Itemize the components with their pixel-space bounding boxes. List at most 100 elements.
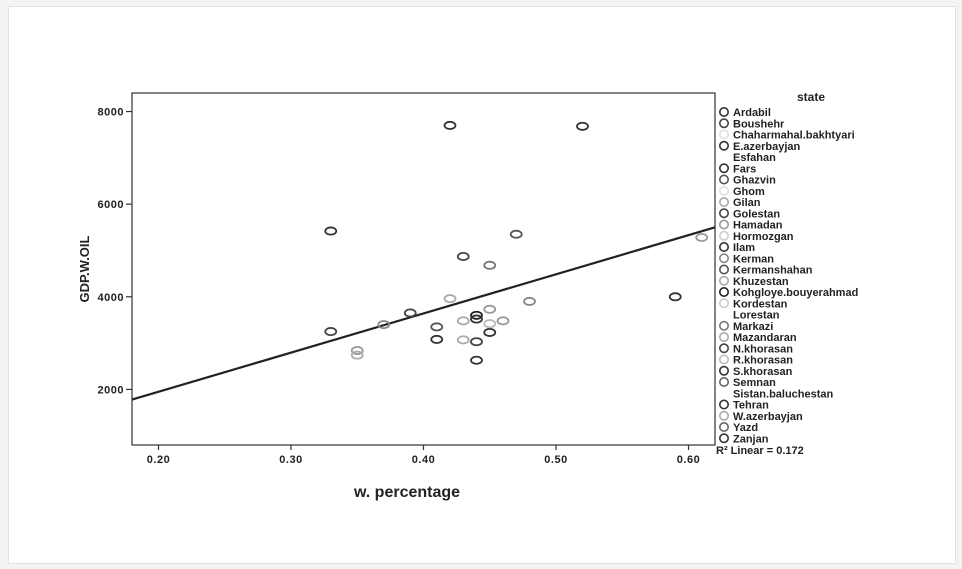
legend-label: Mazandaran [733, 332, 797, 344]
fit-line-label: R² Linear = 0.172 [716, 445, 804, 457]
legend-label: Tehran [733, 400, 769, 412]
data-point [695, 233, 709, 243]
data-point [456, 335, 470, 345]
plot-area [131, 92, 716, 446]
data-points [324, 120, 709, 365]
data-point [443, 294, 457, 304]
legend-label: Khuzestan [733, 276, 789, 288]
legend-marker [718, 399, 729, 410]
legend-marker [718, 331, 729, 342]
data-point [403, 308, 417, 318]
data-point [496, 316, 510, 326]
scatter-chart: 2000 4000 6000 8000 0.20 0.30 0.40 0.50 0.60 GD… [77, 90, 858, 501]
legend-marker [718, 275, 729, 286]
x-axis: 0.20 0.30 0.40 0.50 0.60 [147, 445, 700, 466]
legend-marker [718, 421, 729, 432]
legend-label: Esfahan [733, 152, 776, 164]
legend-marker [718, 354, 729, 365]
legend-label: Fars [733, 163, 756, 175]
data-point [324, 327, 338, 337]
legend-label: Yazd [733, 422, 758, 434]
legend-marker [718, 433, 729, 444]
legend-marker [718, 197, 729, 208]
data-point [324, 226, 338, 236]
legend-marker [718, 264, 729, 275]
data-point [470, 337, 483, 347]
legend: ArdabilBoushehrChaharmahal.bakhtyariE.az… [718, 107, 858, 445]
legend-marker [718, 208, 729, 219]
legend-marker [718, 185, 729, 196]
data-point [456, 316, 470, 326]
legend-marker [718, 388, 729, 399]
legend-label: Sistan.baluchestan [733, 388, 834, 400]
x-axis-label: w. percentage [353, 484, 460, 501]
data-point [430, 322, 444, 332]
legend-label: Ghom [733, 186, 765, 198]
legend-label: Ardabil [733, 107, 771, 119]
legend-label: R.khorasan [733, 355, 793, 367]
y-tick-label: 4000 [98, 292, 124, 304]
legend-marker [718, 298, 729, 309]
data-point [483, 327, 497, 337]
data-point [456, 251, 470, 261]
x-tick-label: 0.50 [544, 454, 567, 466]
x-tick-label: 0.60 [677, 454, 700, 466]
legend-label: E.azerbayjan [733, 141, 801, 153]
legend-marker [718, 107, 729, 118]
y-axis: 2000 4000 6000 8000 [98, 107, 132, 396]
data-point [470, 314, 483, 324]
legend-marker [718, 118, 729, 129]
data-point [443, 120, 457, 130]
regression-line [131, 226, 716, 401]
legend-marker [718, 129, 729, 140]
data-point [668, 292, 682, 302]
data-point [483, 319, 497, 329]
legend-label: Markazi [733, 321, 773, 333]
data-point [576, 121, 589, 131]
x-tick-label: 0.20 [147, 454, 170, 466]
legend-marker [718, 343, 729, 354]
legend-label: Golestan [733, 208, 780, 220]
x-tick-label: 0.40 [412, 454, 435, 466]
legend-marker [718, 242, 729, 253]
y-tick-label: 6000 [98, 199, 124, 211]
figure-frame: 2000 4000 6000 8000 0.20 0.30 0.40 0.50 0.60 GD… [8, 6, 956, 564]
data-point [350, 346, 364, 356]
legend-label: Kohgloye.bouyerahmad [733, 287, 858, 299]
legend-label: Ghazvin [733, 175, 776, 187]
legend-label: N.khorasan [733, 343, 793, 355]
legend-marker [718, 410, 729, 421]
data-point [350, 350, 364, 360]
legend-marker [718, 152, 729, 163]
legend-title: state [797, 90, 825, 104]
legend-label: W.azerbayjan [733, 411, 803, 423]
data-point [430, 334, 444, 344]
y-axis-label: GDP.W.OIL [77, 235, 92, 302]
legend-label: Kermanshahan [733, 265, 813, 277]
legend-label: Kerman [733, 253, 774, 265]
legend-label: Hamadan [733, 220, 783, 232]
legend-marker [718, 174, 729, 185]
legend-label: Kordestan [733, 298, 788, 310]
legend-marker [718, 140, 729, 151]
legend-marker [718, 365, 729, 376]
data-point [523, 296, 536, 306]
y-tick-label: 2000 [98, 384, 124, 396]
legend-marker [718, 253, 729, 264]
legend-label: Boushehr [733, 118, 785, 130]
data-point [483, 304, 497, 314]
data-point [483, 260, 497, 270]
data-point [470, 310, 483, 320]
legend-label: Hormozgan [733, 231, 794, 243]
legend-label: Chaharmahal.bakhtyari [733, 130, 855, 142]
legend-marker [718, 219, 729, 230]
legend-label: Ilam [733, 242, 755, 254]
data-point [470, 355, 483, 365]
legend-marker [718, 163, 729, 174]
legend-label: Zanjan [733, 433, 769, 445]
legend-label: Semnan [733, 377, 776, 389]
y-tick-label: 8000 [98, 107, 124, 119]
legend-label: Gilan [733, 197, 761, 209]
x-tick-label: 0.30 [279, 454, 302, 466]
legend-marker [718, 286, 729, 297]
